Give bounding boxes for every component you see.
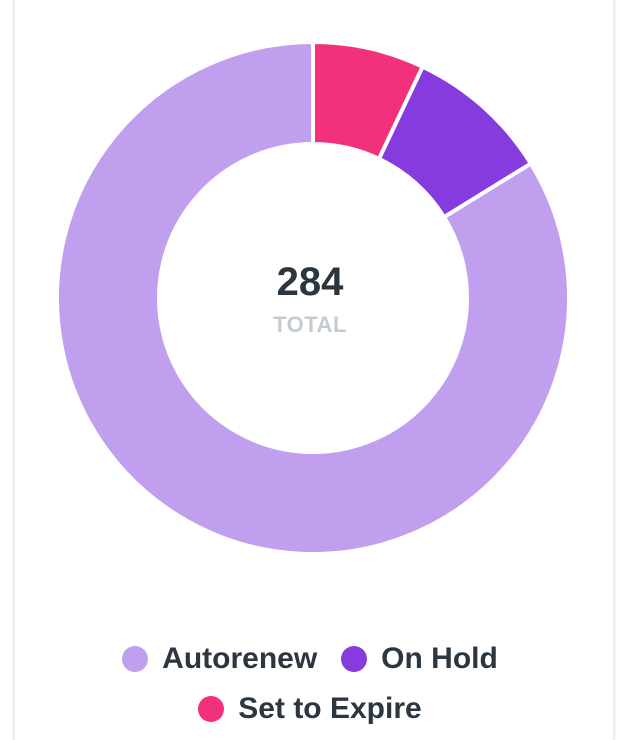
legend-swatch-on-hold [341, 646, 368, 672]
chart-legend: Autorenew On Hold Set to Expire [0, 640, 620, 728]
total-value: 284 [276, 260, 344, 304]
donut-slices [55, 40, 571, 556]
legend-swatch-autorenew [122, 646, 149, 672]
slice-autorenew[interactable] [55, 40, 571, 556]
total-label: TOTAL [273, 312, 347, 337]
legend-label-on-hold: On Hold [381, 642, 498, 675]
donut-chart [55, 40, 571, 556]
legend-item-autorenew[interactable]: Autorenew [122, 640, 317, 678]
legend-label-set-to-expire: Set to Expire [238, 692, 422, 725]
legend-item-on-hold[interactable]: On Hold [341, 640, 498, 678]
legend-label-autorenew: Autorenew [162, 642, 318, 675]
legend-swatch-set-to-expire [198, 696, 225, 722]
legend-item-set-to-expire[interactable]: Set to Expire [198, 690, 422, 728]
slice-set-to-expire[interactable] [311, 40, 425, 161]
